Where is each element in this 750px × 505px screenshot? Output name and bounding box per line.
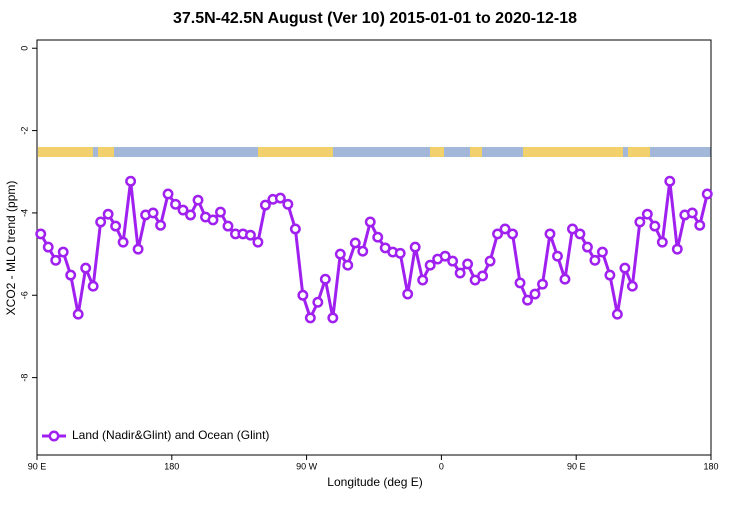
data-point	[402, 288, 414, 300]
data-point	[192, 194, 204, 206]
x-axis-label: Longitude (deg E)	[327, 475, 422, 489]
data-point	[626, 280, 638, 292]
y-tick-label: -4	[19, 209, 29, 217]
data-point	[185, 209, 196, 221]
data-point	[327, 312, 339, 324]
data-point	[95, 216, 107, 228]
x-tick-label: 180	[703, 461, 718, 471]
x-tick-label: 90 E	[567, 461, 586, 471]
data-point	[604, 269, 616, 281]
y-tick-label: -6	[19, 291, 29, 299]
data-point	[155, 219, 167, 231]
data-point	[656, 236, 668, 248]
data-point	[102, 208, 114, 220]
data-point	[611, 308, 623, 320]
data-point	[244, 229, 256, 241]
data-point	[65, 269, 77, 281]
data-point	[417, 274, 429, 286]
data-point	[499, 223, 511, 235]
data-point	[462, 258, 474, 270]
data-point	[454, 267, 466, 279]
data-point	[671, 243, 683, 255]
data-point	[552, 250, 563, 262]
data-point	[581, 241, 593, 253]
data-point	[364, 216, 376, 228]
data-point	[409, 241, 421, 253]
data-point	[447, 255, 459, 267]
data-point	[507, 228, 518, 240]
data-point	[394, 247, 406, 259]
y-tick-label: -2	[19, 127, 29, 135]
data-point	[170, 198, 181, 210]
data-point	[312, 296, 324, 308]
data-point	[42, 241, 54, 253]
data-point	[80, 262, 92, 274]
data-point	[537, 278, 548, 290]
data-point	[641, 208, 653, 220]
data-point	[439, 250, 451, 262]
data-point	[349, 237, 361, 249]
data-point	[117, 236, 129, 248]
data-point	[274, 192, 286, 204]
plot-frame	[36, 39, 712, 456]
data-point	[372, 231, 384, 243]
data-point	[589, 254, 601, 266]
chart-title: 37.5N-42.5N August (Ver 10) 2015-01-01 t…	[173, 10, 577, 27]
data-point	[259, 199, 271, 211]
y-tick-label: 0	[19, 46, 29, 51]
data-point	[215, 206, 226, 218]
data-point	[701, 188, 713, 200]
data-point	[110, 220, 122, 232]
data-point	[596, 246, 608, 258]
data-point	[574, 228, 586, 240]
data-point	[424, 259, 436, 271]
data-point	[694, 219, 706, 231]
data-point	[282, 198, 294, 210]
x-tick-label: 180	[164, 461, 179, 471]
data-point	[522, 294, 533, 306]
map-strip	[38, 147, 711, 157]
data-point	[87, 280, 99, 292]
data-point	[514, 277, 526, 289]
x-tick-label: 90 E	[28, 461, 47, 471]
data-point	[147, 207, 159, 219]
data-point	[177, 204, 189, 216]
data-point	[529, 288, 541, 300]
data-point	[72, 308, 84, 320]
data-point	[319, 273, 331, 285]
data-point	[477, 270, 489, 282]
data-point	[484, 255, 496, 267]
data-point	[252, 236, 264, 248]
data-point	[132, 243, 144, 255]
data-point	[125, 175, 137, 187]
data-point	[357, 245, 369, 257]
data-point	[207, 214, 219, 226]
data-point	[297, 289, 309, 301]
data-point	[664, 175, 676, 187]
data-point	[289, 223, 301, 235]
data-point	[686, 207, 698, 219]
data-point	[304, 312, 316, 324]
data-point	[50, 254, 62, 266]
data-point	[634, 216, 646, 228]
x-tick-label: 90 W	[296, 461, 318, 471]
y-tick-label: -8	[19, 374, 29, 382]
legend-label: Land (Nadir&Glint) and Ocean (Glint)	[72, 428, 269, 442]
data-point	[492, 228, 504, 240]
data-point	[544, 228, 556, 240]
data-point	[649, 220, 661, 232]
data-point	[162, 188, 174, 200]
legend-marker	[48, 430, 60, 442]
data-point	[559, 273, 571, 285]
data-point	[342, 259, 354, 271]
data-point	[334, 248, 346, 260]
x-tick-label: 0	[439, 461, 444, 471]
data-point	[222, 220, 234, 232]
data-point	[57, 246, 69, 258]
data-point	[619, 262, 631, 274]
data-point	[567, 223, 578, 235]
data-point	[35, 228, 47, 240]
y-axis-label: XCO2 - MLO trend (ppm)	[4, 181, 18, 316]
